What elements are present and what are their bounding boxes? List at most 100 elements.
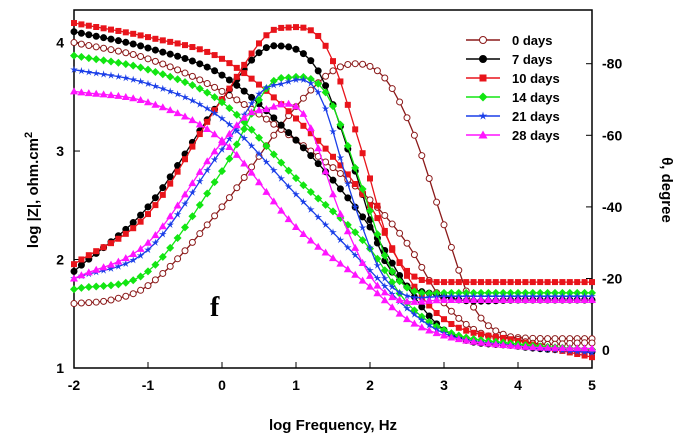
data-point (306, 236, 315, 244)
data-point (99, 282, 108, 291)
data-point (566, 279, 573, 286)
y-left-tick-label: 2 (56, 252, 64, 268)
data-point (114, 280, 123, 289)
data-point (559, 279, 566, 286)
data-point (174, 52, 182, 60)
data-point (270, 166, 278, 174)
data-point (307, 27, 314, 34)
data-point (307, 130, 314, 137)
panel-label: f (210, 292, 220, 323)
data-point (314, 144, 323, 152)
data-point (441, 279, 447, 286)
y-left-axis-title: log |Z|, ohm.cm2 (23, 132, 42, 248)
data-point (151, 57, 159, 65)
data-point (84, 282, 93, 291)
data-point (189, 143, 196, 150)
data-point (269, 197, 278, 205)
data-point (403, 239, 411, 247)
data-point (543, 295, 552, 303)
data-point (478, 279, 484, 286)
data-point (284, 99, 293, 107)
data-point (329, 207, 337, 216)
data-point (277, 42, 285, 50)
data-point (581, 352, 588, 359)
data-point (500, 334, 507, 341)
plot-frame (73, 9, 593, 369)
data-point (306, 187, 315, 196)
data-point (173, 233, 182, 242)
data-point (225, 143, 234, 151)
data-point (380, 251, 389, 260)
data-point (396, 98, 404, 106)
data-point (551, 343, 559, 351)
data-point (166, 106, 175, 114)
data-point (418, 152, 426, 160)
data-point (218, 145, 226, 153)
data-point (181, 112, 189, 120)
data-point (358, 185, 367, 193)
data-point (336, 63, 344, 71)
data-point (321, 88, 330, 97)
data-point (92, 89, 101, 97)
series-layer (70, 20, 596, 361)
data-point (100, 244, 107, 251)
legend-entry: 28 days (466, 128, 560, 143)
data-point (418, 303, 426, 311)
data-point (589, 354, 595, 361)
data-point (329, 102, 337, 111)
data-point (373, 230, 382, 239)
data-point (299, 94, 307, 102)
data-point (233, 184, 241, 192)
data-point (129, 290, 137, 298)
data-point (159, 60, 167, 68)
data-point (166, 72, 175, 81)
data-point (114, 72, 123, 80)
data-point (565, 344, 574, 352)
data-point (329, 176, 337, 184)
data-point (181, 247, 189, 255)
data-point (166, 173, 174, 181)
data-point (528, 343, 537, 351)
data-point (93, 248, 100, 255)
data-point (188, 81, 197, 90)
data-point (262, 142, 271, 151)
data-point (366, 282, 374, 290)
data-point (92, 69, 100, 77)
data-point (204, 118, 211, 125)
data-point (189, 44, 196, 51)
data-point (499, 341, 508, 349)
data-point (337, 162, 344, 169)
data-point (144, 245, 152, 254)
data-point (84, 54, 93, 63)
data-point (277, 100, 286, 108)
data-point (558, 295, 567, 303)
data-point (151, 100, 160, 108)
data-point (181, 69, 189, 77)
data-point (321, 248, 330, 256)
data-point (285, 108, 292, 115)
data-point (395, 277, 404, 286)
data-point (233, 127, 241, 135)
data-point (218, 71, 226, 79)
data-point (70, 51, 78, 60)
data-point (380, 288, 389, 296)
data-point (203, 157, 212, 165)
data-point (410, 297, 419, 305)
data-point (433, 310, 440, 317)
data-point (196, 131, 203, 138)
data-point (485, 332, 492, 339)
data-point (277, 206, 286, 214)
data-point (166, 50, 174, 58)
data-point (92, 55, 101, 64)
data-point (99, 90, 108, 98)
y-right-tick-label: 0 (602, 342, 610, 358)
data-point (403, 315, 411, 323)
data-point (210, 155, 219, 163)
data-point (188, 179, 197, 187)
data-point (395, 288, 404, 296)
data-point (270, 120, 278, 128)
data-point (463, 327, 470, 334)
data-point (477, 314, 485, 322)
data-point (425, 289, 434, 298)
data-point (204, 48, 211, 55)
